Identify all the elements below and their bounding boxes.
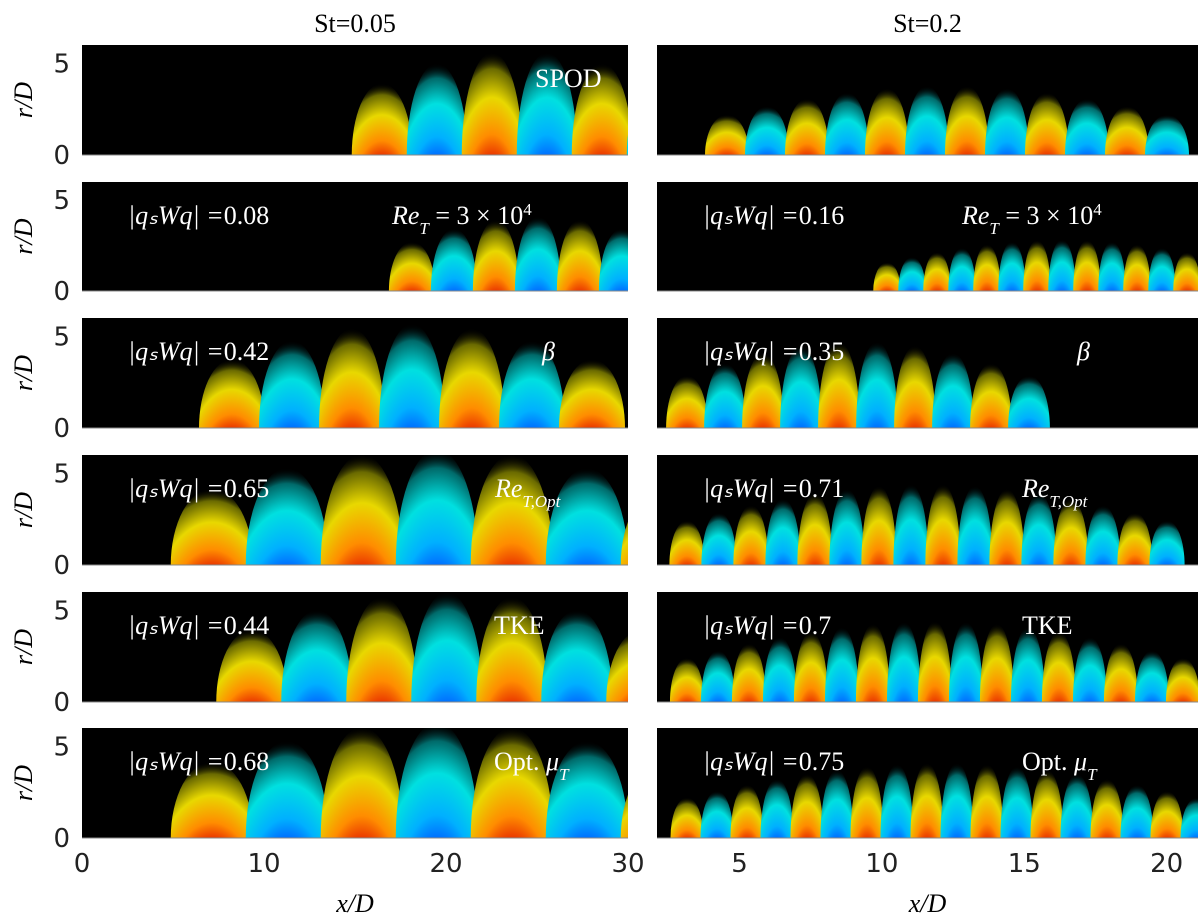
- column-title: St=0.05: [314, 9, 396, 38]
- model-label: β: [541, 337, 555, 366]
- norm-value: 0.7: [799, 611, 832, 640]
- y-tick-label: 5: [53, 596, 70, 626]
- model-label-part: β: [1076, 337, 1090, 366]
- x-tick-label: 10: [865, 849, 898, 879]
- model-label-part: Re: [961, 201, 989, 230]
- y-tick-label: 0: [53, 277, 70, 307]
- model-label-part: T: [559, 765, 570, 784]
- norm-value: 0.65: [224, 474, 270, 503]
- model-label-part: Opt.: [494, 747, 546, 776]
- norm-label: |qₛWq| =: [128, 611, 224, 640]
- norm-text: |qₛWq| =0.68: [128, 747, 269, 776]
- column-title: St=0.2: [893, 9, 962, 38]
- y-tick-label: 0: [53, 824, 70, 854]
- model-label: SPOD: [535, 64, 601, 93]
- norm-text: |qₛWq| =0.44: [128, 611, 269, 640]
- norm-label: |qₛWq| =: [128, 474, 224, 503]
- norm-value: 0.68: [224, 747, 270, 776]
- norm-value: 0.08: [224, 201, 270, 230]
- model-label-part: β: [541, 337, 555, 366]
- model-label-part: Re: [494, 474, 522, 503]
- y-axis-label: r/D: [9, 82, 38, 118]
- model-label-part: = 3 × 10: [999, 201, 1093, 230]
- model-label-part: 4: [523, 200, 532, 219]
- model-label-part: SPOD: [535, 64, 601, 93]
- x-tick-label: 20: [429, 849, 462, 879]
- norm-text: |qₛWq| =0.16: [703, 201, 844, 230]
- x-tick-label: 30: [611, 849, 644, 879]
- x-tick-label: 10: [247, 849, 280, 879]
- x-tick-label: 0: [74, 849, 91, 879]
- figure: St=0.0505r/DSPOD05r/D|qₛWq| =0.08ReT = 3…: [0, 0, 1198, 919]
- y-axis-label: r/D: [9, 765, 38, 801]
- norm-value: 0.44: [224, 611, 270, 640]
- y-tick-label: 5: [53, 322, 70, 352]
- norm-text: |qₛWq| =0.7: [703, 611, 831, 640]
- model-label-part: = 3 × 10: [429, 201, 523, 230]
- model-label-part: μ: [1073, 747, 1087, 776]
- norm-label: |qₛWq| =: [703, 747, 799, 776]
- norm-label: |qₛWq| =: [703, 201, 799, 230]
- norm-value: 0.71: [799, 474, 845, 503]
- model-label-part: Re: [391, 201, 419, 230]
- x-tick-label: 5: [731, 849, 748, 879]
- norm-text: |qₛWq| =0.65: [128, 474, 269, 503]
- model-label: β: [1076, 337, 1090, 366]
- y-tick-label: 5: [53, 732, 70, 762]
- y-tick-label: 0: [53, 141, 70, 171]
- model-label-part: μ: [545, 747, 559, 776]
- y-tick-label: 0: [53, 688, 70, 718]
- norm-label: |qₛWq| =: [703, 337, 799, 366]
- norm-value: 0.42: [224, 337, 270, 366]
- x-axis-label: x/D: [335, 889, 374, 918]
- model-label-part: TKE: [1022, 611, 1073, 640]
- model-label-part: T,Opt: [522, 492, 561, 511]
- model-label: TKE: [494, 611, 545, 640]
- y-axis-label: r/D: [9, 492, 38, 528]
- y-axis-label: r/D: [9, 218, 38, 254]
- y-tick-label: 0: [53, 414, 70, 444]
- norm-value: 0.35: [799, 337, 845, 366]
- norm-label: |qₛWq| =: [128, 747, 224, 776]
- model-label-part: 4: [1093, 200, 1102, 219]
- model-label: TKE: [1022, 611, 1073, 640]
- norm-value: 0.75: [799, 747, 845, 776]
- y-axis-label: r/D: [9, 629, 38, 665]
- x-axis-label: x/D: [908, 889, 947, 918]
- norm-label: |qₛWq| =: [128, 337, 224, 366]
- model-label-part: Re: [1021, 474, 1049, 503]
- norm-text: |qₛWq| =0.08: [128, 201, 269, 230]
- model-label-part: TKE: [494, 611, 545, 640]
- norm-label: |qₛWq| =: [128, 201, 224, 230]
- model-label-part: T,Opt: [1049, 492, 1088, 511]
- norm-text: |qₛWq| =0.71: [703, 474, 844, 503]
- norm-text: |qₛWq| =0.75: [703, 747, 844, 776]
- x-tick-label: 15: [1008, 849, 1041, 879]
- model-label-part: T: [1087, 765, 1098, 784]
- y-tick-label: 5: [53, 49, 70, 79]
- norm-value: 0.16: [799, 201, 845, 230]
- norm-text: |qₛWq| =0.35: [703, 337, 844, 366]
- y-axis-label: r/D: [9, 355, 38, 391]
- norm-label: |qₛWq| =: [703, 474, 799, 503]
- y-tick-label: 5: [53, 186, 70, 216]
- norm-text: |qₛWq| =0.42: [128, 337, 269, 366]
- y-tick-label: 5: [53, 459, 70, 489]
- model-label-part: Opt.: [1022, 747, 1074, 776]
- x-tick-label: 20: [1150, 849, 1183, 879]
- norm-label: |qₛWq| =: [703, 611, 799, 640]
- y-tick-label: 0: [53, 551, 70, 581]
